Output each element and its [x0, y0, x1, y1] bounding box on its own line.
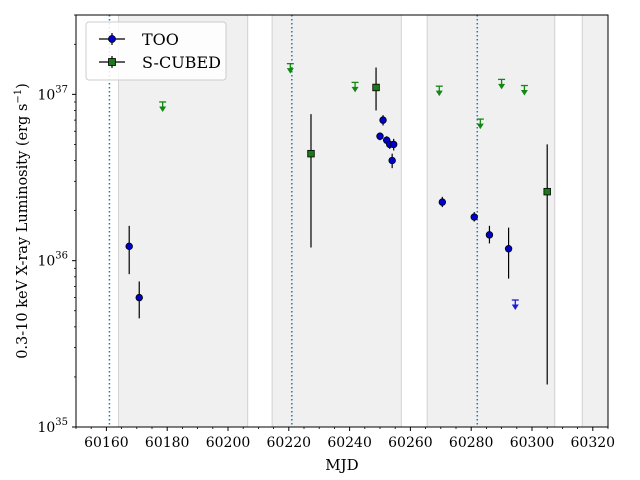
x-tick-label: 60260	[388, 435, 433, 451]
too-point	[504, 245, 513, 253]
upper-limit-arrow	[511, 304, 519, 311]
upper-limit-arrow	[435, 90, 443, 97]
upper-limit-arrow	[520, 90, 528, 96]
too-point	[485, 231, 494, 239]
shaded-bands	[118, 14, 609, 428]
upper-limit-arrow	[351, 86, 359, 93]
scubed-point	[543, 187, 551, 196]
legend-scubed-marker	[108, 58, 116, 66]
shaded-band	[426, 14, 556, 428]
x-axis-ticks: 60160 60180 60200 60220 60240 60260 60280 60300…	[75, 427, 616, 451]
legend-box	[85, 21, 227, 81]
x-tick-label: 60180	[145, 435, 190, 451]
x-tick-label: 60240	[327, 435, 372, 451]
shaded-band	[118, 14, 249, 428]
x-tick-label: 60280	[449, 435, 494, 451]
x-axis-label: MJD	[325, 456, 358, 474]
x-tick-label: 60200	[206, 435, 251, 451]
legend-too-label: TOO	[142, 30, 179, 49]
too-point	[470, 213, 478, 221]
shaded-band	[581, 14, 609, 428]
y-tick-label: 1037	[37, 84, 68, 103]
too-point	[438, 198, 447, 206]
y-axis-ticks: 1035 1036 1037	[37, 14, 76, 436]
legend-too-marker	[108, 35, 116, 43]
legend: TOO S-CUBED	[85, 21, 227, 81]
upper-limit-arrow	[476, 123, 484, 130]
y-tick-label: 1035	[37, 417, 68, 436]
too-point	[125, 242, 133, 251]
upper-limit-arrow	[498, 83, 506, 90]
plot-frame	[75, 14, 609, 428]
too-point	[389, 140, 398, 149]
y-tick-label: 1036	[37, 251, 68, 270]
x-tick-label: 60160	[84, 435, 129, 451]
shaded-band	[271, 14, 402, 428]
too-point	[135, 293, 143, 302]
y-axis-label: 0.3-10 keV X-ray Luminosity (erg s−1)	[13, 83, 31, 359]
x-tick-label: 60300	[510, 435, 555, 451]
too-point	[379, 116, 387, 124]
scubed-point	[372, 83, 380, 92]
scubed-point	[307, 149, 315, 158]
x-tick-label: 60220	[267, 435, 312, 451]
too-point	[388, 156, 396, 165]
upper-limits	[159, 62, 528, 311]
legend-scubed-label: S-CUBED	[142, 53, 221, 72]
too-point	[376, 132, 384, 140]
upper-limit-arrow	[159, 106, 167, 112]
x-tick-label: 60320	[571, 435, 616, 451]
upper-limit-arrow	[286, 68, 294, 74]
vertical-dotted-lines	[108, 15, 479, 427]
data-points	[125, 67, 551, 385]
